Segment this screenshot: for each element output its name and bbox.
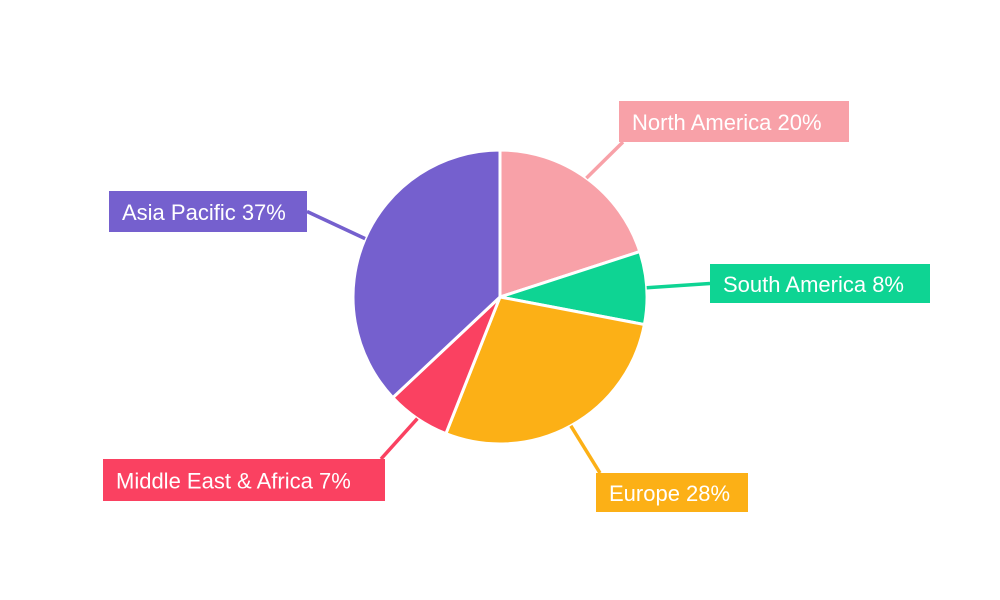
label-box-europe — [596, 473, 748, 512]
slice-label-europe: Europe 28% — [596, 473, 748, 512]
label-text-south-america: South America 8% — [723, 272, 904, 297]
slice-label-asia-pacific: Asia Pacific 37% — [109, 191, 307, 232]
leader-line-south-america — [646, 281, 711, 290]
leader-lines — [306, 140, 711, 474]
label-text-north-america: North America 20% — [632, 110, 822, 135]
pie-slices — [351, 148, 649, 446]
slice-label-middle-east-africa: Middle East & Africa 7% — [103, 459, 385, 501]
label-box-asia-pacific — [109, 191, 307, 232]
label-text-middle-east-africa: Middle East & Africa 7% — [116, 469, 351, 494]
slice-label-south-america: South America 8% — [710, 264, 930, 303]
pie-slice-north-america[interactable] — [498, 148, 642, 299]
slice-label-north-america: North America 20% — [619, 101, 849, 142]
label-text-asia-pacific: Asia Pacific 37% — [122, 200, 286, 225]
leader-line-asia-pacific — [306, 209, 366, 241]
leader-line-north-america — [585, 140, 625, 180]
label-text-europe: Europe 28% — [609, 481, 730, 506]
label-box-north-america — [619, 101, 849, 142]
label-box-middle-east-africa — [103, 459, 385, 501]
label-box-south-america — [710, 264, 930, 303]
leader-line-middle-east-africa — [379, 417, 419, 461]
slice-labels: North America 20% South America 8% Europe … — [103, 101, 930, 512]
leader-line-europe — [569, 424, 602, 474]
